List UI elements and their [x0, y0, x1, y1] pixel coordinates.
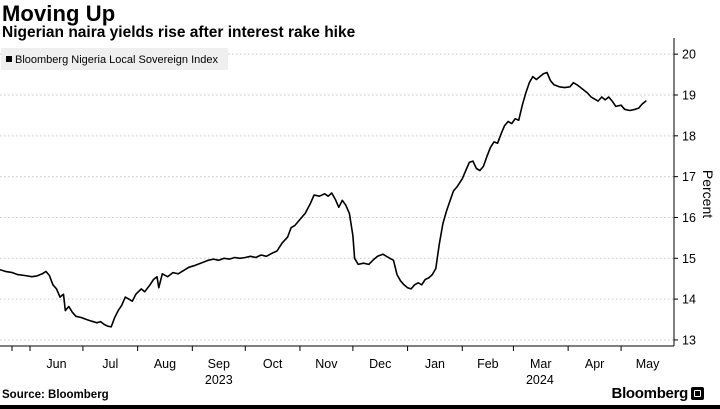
legend-label: Bloomberg Nigeria Local Sovereign Index: [15, 54, 219, 66]
x-tick-label: Apr: [585, 357, 604, 371]
y-tick-label: 15: [682, 252, 696, 266]
y-axis-title: Percent: [700, 170, 716, 218]
y-tick-label: 16: [682, 211, 696, 225]
chart-subtitle: Nigerian naira yields rise after interes…: [2, 24, 356, 41]
bottom-rule: [0, 405, 720, 409]
brand-name: Bloomberg: [611, 385, 689, 402]
legend-swatch: [6, 56, 12, 62]
x-tick-label: Feb: [477, 357, 499, 371]
line-chart: 13 14 15 16 17 18 19 20 Percent Jun Jul Aug Sep Oct No…: [0, 38, 716, 385]
x-tick-label: Sep: [208, 357, 230, 371]
legend-box: [1, 48, 228, 70]
y-tick-label: 18: [682, 129, 696, 143]
chart-title: Moving Up: [2, 1, 116, 26]
x-tick-label: Jul: [102, 357, 118, 371]
y-tick-label: 13: [682, 333, 696, 347]
x-tick-label: Dec: [369, 357, 391, 371]
y-tick-label: 19: [682, 88, 696, 102]
source-note: Source: Bloomberg: [2, 389, 109, 401]
series-line: [0, 71, 647, 328]
bloomberg-logo: Bloomberg: [612, 385, 704, 402]
x-tick-label: Jan: [425, 357, 445, 371]
y-tick-label: 20: [682, 48, 696, 62]
x-tick-label: May: [636, 357, 660, 371]
x-tick-label: Jun: [46, 357, 66, 371]
x-tick-label: Mar: [530, 357, 552, 371]
x-tick-label: Nov: [315, 357, 338, 371]
x-tick-label: Oct: [263, 357, 283, 371]
x-tick-label: Aug: [154, 357, 176, 371]
x-year-label: 2024: [526, 373, 554, 385]
bloomberg-icon: [691, 387, 704, 400]
x-year-label: 2023: [205, 373, 233, 385]
y-tick-label: 17: [682, 170, 696, 184]
y-tick-label: 14: [682, 293, 696, 307]
